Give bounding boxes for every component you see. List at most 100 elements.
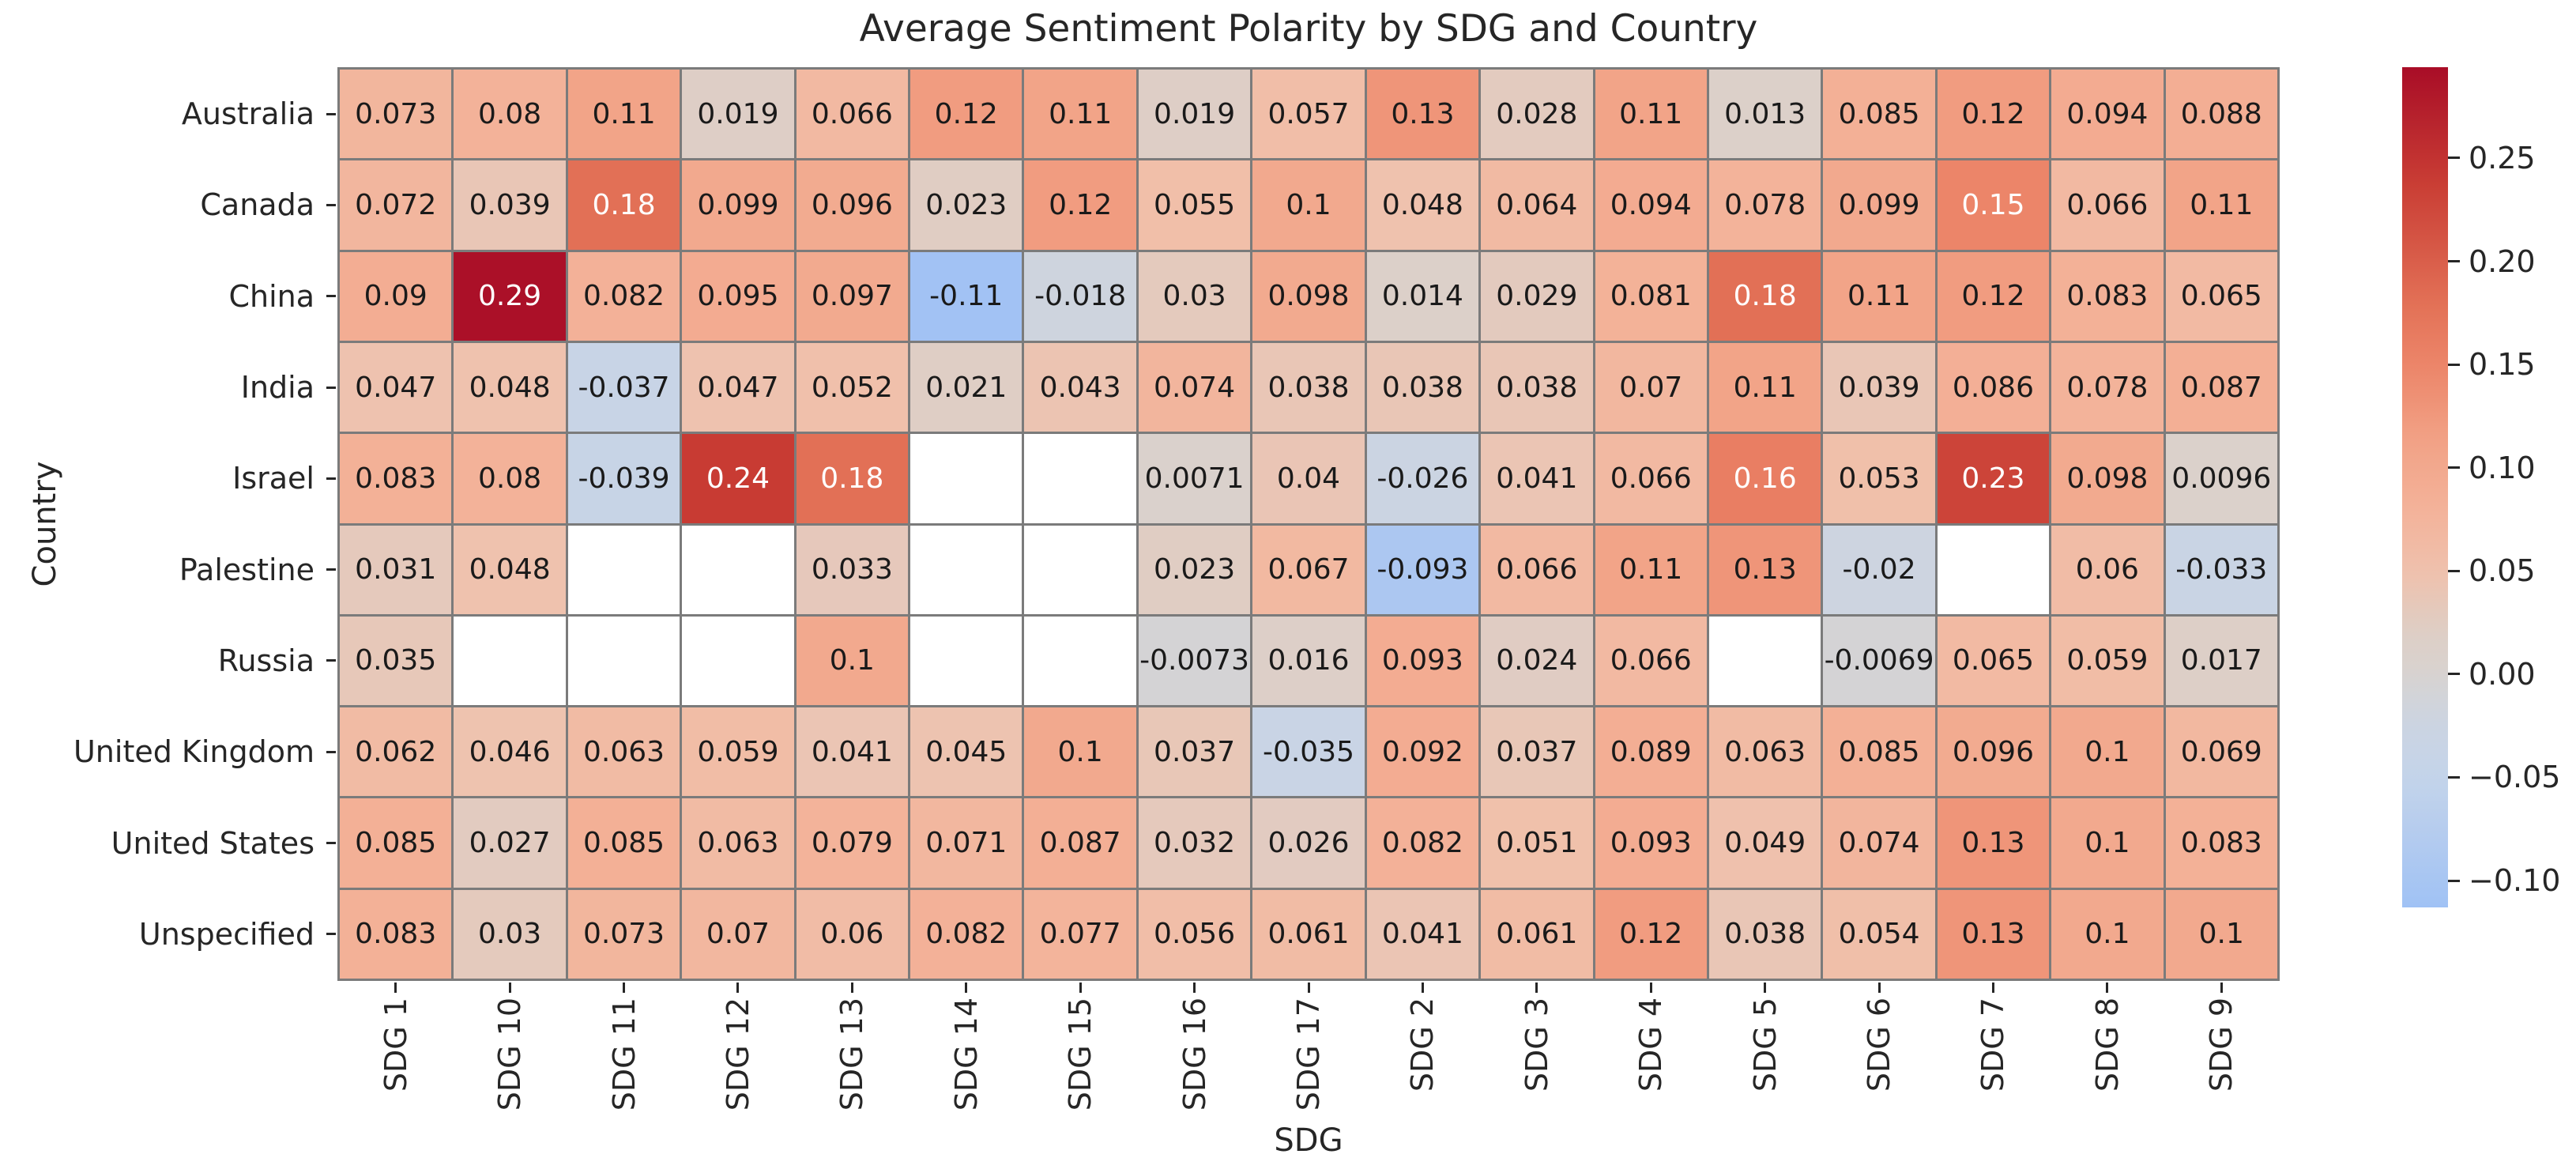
heatmap-cell: 0.1 <box>1024 707 1136 797</box>
heatmap-cell: 0.019 <box>682 70 794 159</box>
x-tick-label: SDG 7 <box>1975 998 2011 1092</box>
heatmap-cell: 0.038 <box>1708 889 1821 979</box>
heatmap-cell: 0.089 <box>1595 707 1707 797</box>
chart-title: Average Sentiment Polarity by SDG and Co… <box>859 7 1758 51</box>
heatmap-cell: 0.12 <box>1024 160 1136 250</box>
heatmap-cell <box>454 616 566 706</box>
x-tick-mark <box>1764 983 1767 993</box>
heatmap-cell: 0.065 <box>1937 616 2050 706</box>
heatmap-cell: 0.06 <box>796 889 909 979</box>
y-tick-label: United States <box>111 825 314 861</box>
y-tick-label: India <box>240 370 314 405</box>
heatmap-cell: 0.028 <box>1481 70 1593 159</box>
heatmap-cell: 0.077 <box>1024 889 1136 979</box>
heatmap-cell: 0.1 <box>2051 798 2164 888</box>
x-tick-label: SDG 2 <box>1405 998 1441 1092</box>
heatmap-cell <box>910 525 1022 614</box>
x-tick-label: SDG 16 <box>1177 998 1212 1111</box>
heatmap-cell: 0.06 <box>2051 525 2164 614</box>
y-tick-label: Unspecified <box>138 916 314 952</box>
x-axis-title: SDG <box>1274 1122 1343 1159</box>
heatmap-grid: 0.073 0.08 0.11 0.019 0.066 0.12 0.11 0.019 0.05… <box>337 67 2280 981</box>
heatmap-cell: 0.097 <box>796 251 909 341</box>
heatmap-cell: 0.11 <box>2165 160 2277 250</box>
heatmap-cell: 0.057 <box>1252 70 1365 159</box>
heatmap-cell: 0.033 <box>796 525 909 614</box>
heatmap-cell: 0.013 <box>1708 70 1821 159</box>
colorbar-tick-mark <box>2448 466 2460 470</box>
heatmap-cell: 0.024 <box>1481 616 1593 706</box>
heatmap-cell: 0.041 <box>796 707 909 797</box>
x-tick-label: SDG 3 <box>1519 998 1554 1092</box>
y-tick-mark <box>326 386 336 389</box>
heatmap-cell: 0.061 <box>1252 889 1365 979</box>
heatmap-cell: 0.032 <box>1138 798 1251 888</box>
heatmap-cell <box>1024 525 1136 614</box>
heatmap-cell: 0.074 <box>1138 342 1251 432</box>
heatmap-cell <box>910 434 1022 523</box>
heatmap-cell: 0.03 <box>1138 251 1251 341</box>
heatmap-cell: 0.085 <box>1823 70 1935 159</box>
heatmap-cell: 0.043 <box>1024 342 1136 432</box>
heatmap-cell: 0.031 <box>340 525 452 614</box>
heatmap-cell: 0.088 <box>2165 70 2277 159</box>
heatmap-cell: 0.08 <box>454 70 566 159</box>
y-tick-mark <box>326 933 336 936</box>
heatmap-cell: 0.081 <box>1595 251 1707 341</box>
x-tick-label: SDG 1 <box>378 998 413 1092</box>
colorbar-tick-mark <box>2448 879 2460 882</box>
heatmap-cell: 0.041 <box>1481 434 1593 523</box>
heatmap-cell: 0.048 <box>454 342 566 432</box>
colorbar-tick-label: 0.15 <box>2469 347 2536 383</box>
x-tick-label: SDG 4 <box>1633 998 1669 1092</box>
heatmap-cell: 0.056 <box>1138 889 1251 979</box>
x-tick-label: SDG 11 <box>606 998 642 1111</box>
heatmap-cell: 0.093 <box>1366 616 1479 706</box>
heatmap-cell <box>1937 525 2050 614</box>
x-tick-label: SDG 10 <box>492 998 528 1111</box>
heatmap-cell: 0.083 <box>340 889 452 979</box>
heatmap-cell: 0.12 <box>1595 889 1707 979</box>
heatmap-cell: 0.13 <box>1366 70 1479 159</box>
heatmap-cell: 0.017 <box>2165 616 2277 706</box>
colorbar-tick-mark <box>2448 157 2460 160</box>
x-tick-mark <box>850 983 853 993</box>
x-tick-mark <box>965 983 968 993</box>
heatmap-cell: 0.082 <box>910 889 1022 979</box>
heatmap-cell <box>567 525 680 614</box>
heatmap-cell: 0.063 <box>682 798 794 888</box>
x-tick-mark <box>1193 983 1196 993</box>
heatmap-cell: -0.037 <box>567 342 680 432</box>
heatmap-cell: 0.18 <box>567 160 680 250</box>
heatmap-cell: 0.13 <box>1708 525 1821 614</box>
colorbar-tick-label: 0.00 <box>2469 656 2536 692</box>
heatmap-cell: 0.063 <box>567 707 680 797</box>
x-tick-label: SDG 12 <box>720 998 755 1111</box>
heatmap-cell: 0.086 <box>1937 342 2050 432</box>
heatmap-cell: -0.0073 <box>1138 616 1251 706</box>
heatmap-cell: 0.1 <box>2051 889 2164 979</box>
y-tick-mark <box>326 842 336 845</box>
heatmap-cell: 0.073 <box>567 889 680 979</box>
heatmap-cell: 0.11 <box>1595 70 1707 159</box>
heatmap-cell: 0.039 <box>454 160 566 250</box>
heatmap-cell: 0.055 <box>1138 160 1251 250</box>
heatmap-cell: 0.066 <box>2051 160 2164 250</box>
x-tick-mark <box>1421 983 1424 993</box>
heatmap-cell: -0.035 <box>1252 707 1365 797</box>
heatmap-cell: 0.082 <box>1366 798 1479 888</box>
y-tick-label: Israel <box>232 461 314 496</box>
heatmap-cell: 0.083 <box>340 434 452 523</box>
heatmap-cell: 0.038 <box>1366 342 1479 432</box>
x-tick-mark <box>1991 983 1994 993</box>
y-tick-label: China <box>228 278 314 314</box>
heatmap-cell: 0.13 <box>1937 798 2050 888</box>
heatmap-cell: 0.038 <box>1252 342 1365 432</box>
heatmap-cell: 0.062 <box>340 707 452 797</box>
x-tick-label: SDG 9 <box>2204 998 2239 1092</box>
heatmap-cell: 0.029 <box>1481 251 1593 341</box>
heatmap-cell: 0.045 <box>910 707 1022 797</box>
heatmap-cell: 0.065 <box>2165 251 2277 341</box>
heatmap-cell: 0.079 <box>796 798 909 888</box>
heatmap-cell: -0.11 <box>910 251 1022 341</box>
